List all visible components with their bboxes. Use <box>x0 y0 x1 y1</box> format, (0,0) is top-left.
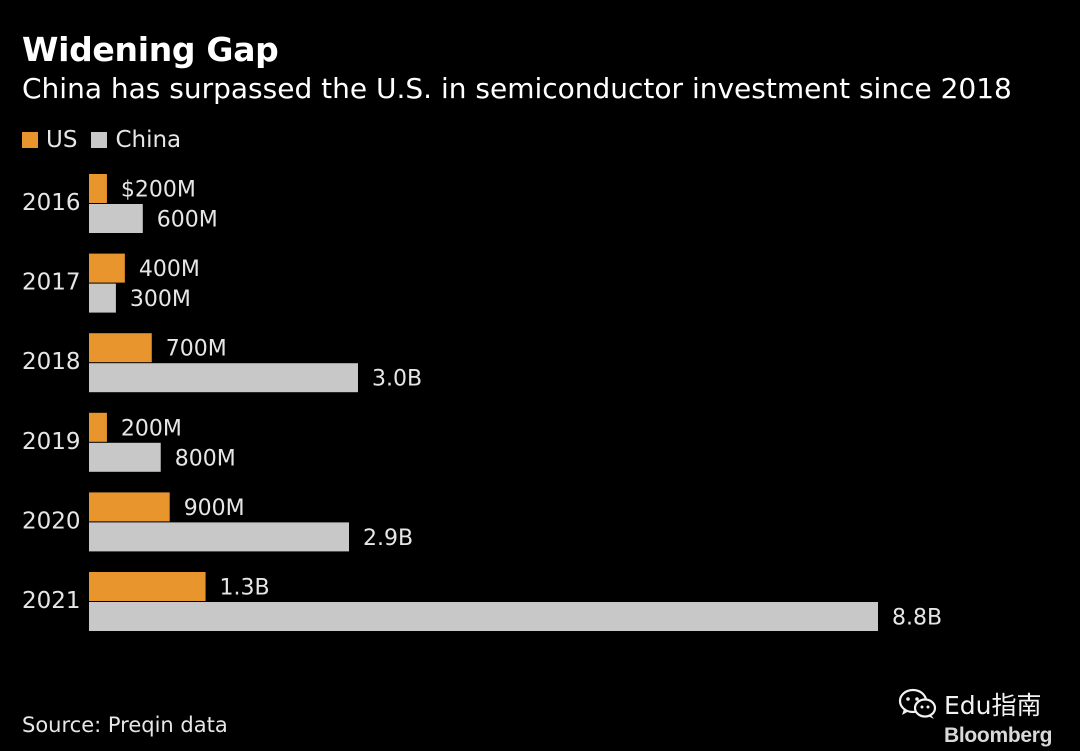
bar-china-2016 <box>89 204 143 233</box>
source-note: Source: Preqin data <box>22 713 228 737</box>
data-label-china-2019: 800M <box>175 446 236 471</box>
data-label-us-2018: 700M <box>166 337 227 362</box>
data-label-us-2017: 400M <box>139 257 200 282</box>
bar-china-2018 <box>89 363 358 393</box>
data-label-us-2019: 200M <box>121 416 182 441</box>
legend-item-us: US <box>22 127 77 153</box>
bar-china-2021 <box>89 602 878 631</box>
year-label-2020: 2020 <box>22 508 81 534</box>
year-label-2018: 2018 <box>22 349 81 375</box>
legend-swatch-china <box>91 132 108 148</box>
bar-us-2020 <box>89 492 170 522</box>
bar-us-2021 <box>89 572 206 601</box>
wechat-icon <box>898 688 937 719</box>
legend-swatch-us <box>22 132 38 148</box>
data-label-china-2017: 300M <box>130 287 191 312</box>
bar-us-2018 <box>89 333 152 363</box>
year-label-2019: 2019 <box>22 429 81 455</box>
legend: US China <box>22 127 195 153</box>
data-label-china-2021: 8.8B <box>892 606 942 631</box>
bar-us-2017 <box>89 253 125 283</box>
data-label-china-2016: 600M <box>157 208 218 233</box>
watermark-text: Edu指南 <box>944 691 1042 720</box>
chart-title: Widening Gap <box>22 30 279 69</box>
year-label-2016: 2016 <box>22 190 81 216</box>
year-label-2021: 2021 <box>22 588 81 614</box>
bar-us-2019 <box>89 412 107 442</box>
bar-china-2017 <box>89 283 116 313</box>
data-label-china-2020: 2.9B <box>363 526 413 551</box>
data-label-china-2018: 3.0B <box>372 367 422 392</box>
legend-label-us: US <box>46 127 78 153</box>
data-label-us-2021: 1.3B <box>220 576 270 601</box>
legend-label-china: China <box>115 127 182 153</box>
bar-china-2019 <box>89 442 161 472</box>
brand-logo: Bloomberg <box>944 724 1053 747</box>
data-label-us-2016: $200M <box>121 178 196 203</box>
year-label-2017: 2017 <box>22 270 81 296</box>
legend-item-china: China <box>91 127 181 153</box>
bar-us-2016 <box>89 174 107 203</box>
data-label-us-2020: 900M <box>184 496 245 521</box>
chart-subtitle: China has surpassed the U.S. in semicond… <box>22 72 1012 105</box>
bar-china-2020 <box>89 522 350 552</box>
watermark: Edu指南 <box>898 686 1042 722</box>
